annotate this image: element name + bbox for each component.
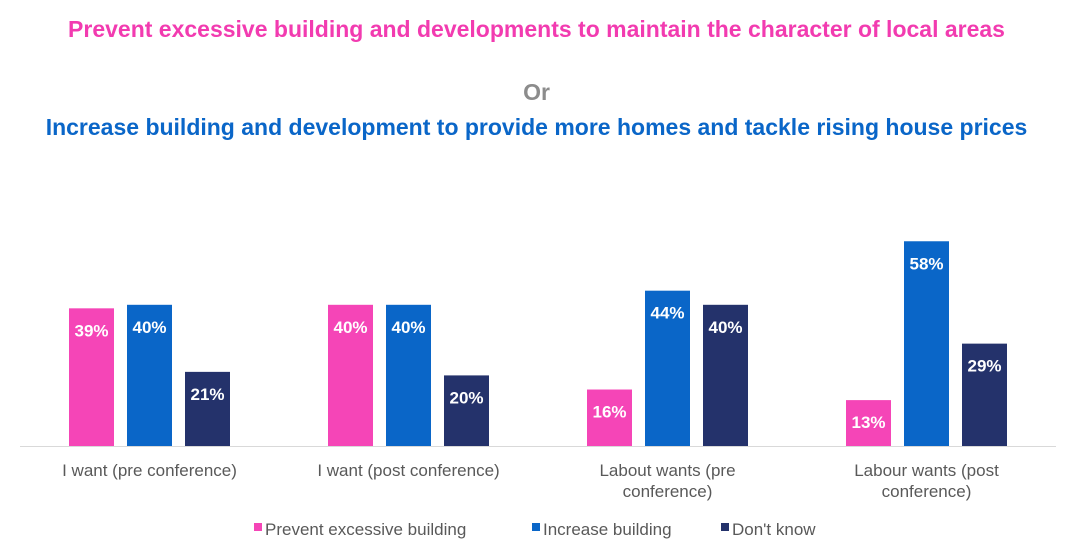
bar-don-t-know-4 — [962, 343, 1007, 446]
data-label-increase-building-1: 40% — [132, 318, 166, 337]
bar-prevent-excessive-building-1 — [69, 308, 114, 446]
data-label-don-t-know-3: 40% — [708, 318, 742, 337]
data-label-increase-building-4: 58% — [909, 254, 943, 273]
bar-don-t-know-2 — [444, 375, 489, 446]
data-label-prevent-excessive-building-1: 39% — [74, 321, 108, 340]
legend-label-increase-building: Increase building — [543, 520, 672, 539]
data-label-prevent-excessive-building-2: 40% — [333, 318, 367, 337]
category-label: conference) — [623, 482, 713, 501]
bar-prevent-excessive-building-4 — [846, 400, 891, 446]
category-label: Labour wants (post — [854, 461, 999, 480]
bar-don-t-know-3 — [703, 304, 748, 446]
data-label-prevent-excessive-building-3: 16% — [592, 403, 626, 422]
bar-prevent-excessive-building-3 — [587, 389, 632, 446]
legend-label-don-t-know: Don't know — [732, 520, 816, 539]
data-label-increase-building-3: 44% — [650, 304, 684, 323]
chart-title-option-b: Increase building and development to pro… — [45, 114, 1028, 140]
chart-title-or: Or — [523, 79, 550, 105]
bar-increase-building-2 — [386, 304, 431, 446]
legend-swatch-increase-building — [532, 523, 540, 531]
legend-swatch-prevent-excessive-building — [254, 523, 262, 531]
bar-increase-building-4 — [904, 241, 949, 446]
bar-increase-building-3 — [645, 290, 690, 446]
data-label-don-t-know-4: 29% — [967, 357, 1001, 376]
data-label-increase-building-2: 40% — [391, 318, 425, 337]
category-label: conference) — [882, 482, 972, 501]
legend-label-prevent-excessive-building: Prevent excessive building — [265, 520, 466, 539]
bar-increase-building-1 — [127, 304, 172, 446]
data-label-don-t-know-1: 21% — [190, 385, 224, 404]
data-label-don-t-know-2: 20% — [449, 388, 483, 407]
category-label: Labout wants (pre — [599, 461, 735, 480]
category-label: I want (pre conference) — [62, 461, 237, 480]
legend-swatch-don-t-know — [721, 523, 729, 531]
category-label: I want (post conference) — [317, 461, 499, 480]
bar-prevent-excessive-building-2 — [328, 304, 373, 446]
chart-title-option-a: Prevent excessive building and developme… — [68, 16, 1005, 42]
data-label-prevent-excessive-building-4: 13% — [851, 413, 885, 432]
bar-don-t-know-1 — [185, 371, 230, 446]
